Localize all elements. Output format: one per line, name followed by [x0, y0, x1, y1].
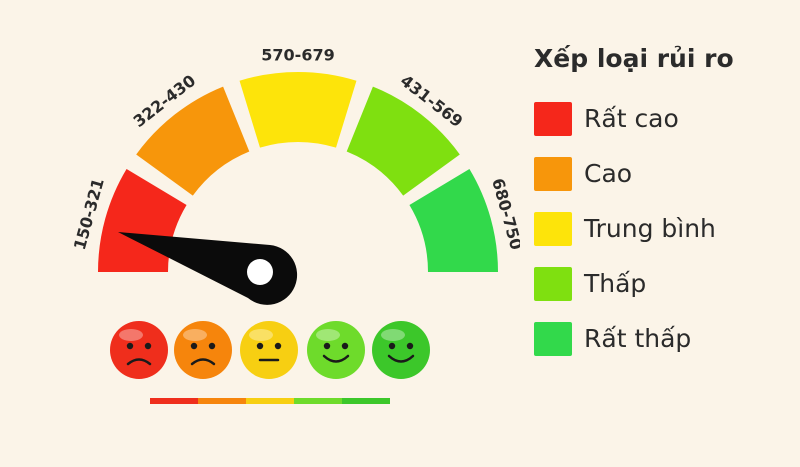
- happy-face-icon: [372, 321, 430, 379]
- scale-bar-segment-5: [342, 398, 390, 404]
- legend-swatch: [534, 266, 572, 301]
- legend-item: Cao: [534, 146, 734, 201]
- legend-swatch: [534, 321, 572, 356]
- needle-pointer: [118, 232, 298, 305]
- range-label-3: 570-679: [261, 46, 334, 65]
- legend-item: Rất thấp: [534, 311, 734, 366]
- sad-face-icon: [110, 321, 168, 379]
- needle-hub-icon: [247, 259, 273, 285]
- gauge-segment-5: [409, 168, 498, 272]
- legend-label: Cao: [584, 159, 633, 188]
- color-scale-bar: [150, 398, 390, 404]
- gauge-needle: [118, 232, 298, 305]
- legend: Xếp loại rủi ro Rất cao Cao Trung bình Thấp…: [534, 44, 734, 366]
- legend-label: Thấp: [584, 269, 647, 298]
- scale-bar-segment-2: [198, 398, 246, 404]
- gauge-segment-4: [346, 86, 460, 196]
- legend-label: Rất cao: [584, 104, 679, 133]
- legend-label: Trung bình: [584, 214, 716, 243]
- legend-item: Thấp: [534, 256, 734, 311]
- happy-face-icon: [307, 321, 365, 379]
- scale-bar-segment-3: [246, 398, 294, 404]
- scale-bar-segment-4: [294, 398, 342, 404]
- legend-swatch: [534, 156, 572, 191]
- legend-swatch: [534, 101, 572, 136]
- emoji-faces-row: [110, 321, 430, 379]
- gauge-segments: [98, 72, 498, 272]
- legend-swatch: [534, 211, 572, 246]
- sad-face-icon: [174, 321, 232, 379]
- legend-items: Rất cao Cao Trung bình Thấp Rất thấp: [534, 91, 734, 366]
- legend-title: Xếp loại rủi ro: [534, 44, 734, 73]
- legend-item: Trung bình: [534, 201, 734, 256]
- legend-item: Rất cao: [534, 91, 734, 146]
- gauge-segment-2: [136, 86, 250, 196]
- legend-label: Rất thấp: [584, 324, 692, 353]
- scale-bar-segment-1: [150, 398, 198, 404]
- neutral-face-icon: [240, 321, 298, 379]
- gauge-segment-3: [239, 72, 357, 148]
